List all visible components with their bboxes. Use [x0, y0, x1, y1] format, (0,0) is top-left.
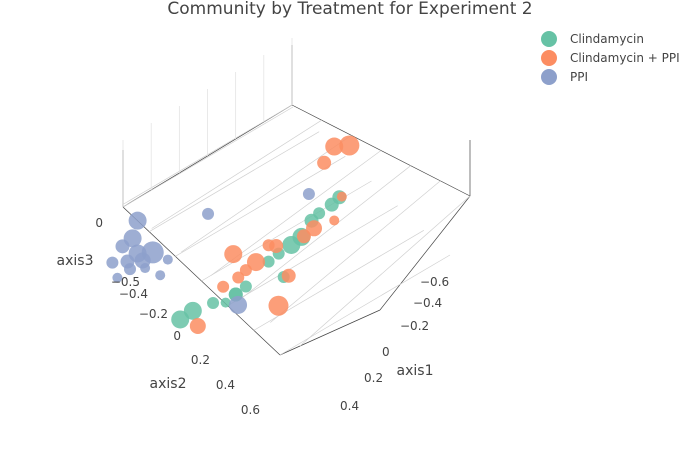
grid-line-axis1 [299, 195, 471, 347]
data-points [106, 135, 360, 335]
data-point [124, 263, 136, 276]
chart-title: Community by Treatment for Experiment 2 [167, 0, 532, 19]
tick-label-axis1: 0 [382, 345, 390, 359]
data-point [336, 191, 347, 202]
data-point [296, 229, 311, 244]
tick-label-axis1: −0.6 [420, 275, 449, 289]
tick-label-axis2: 0.2 [191, 353, 210, 367]
grid-line-axis2 [148, 131, 320, 232]
data-point [229, 295, 248, 314]
scene-frame-line [379, 195, 471, 311]
data-point [302, 187, 315, 200]
data-point [171, 310, 190, 329]
data-point [155, 270, 166, 281]
series-1 [189, 135, 360, 335]
axis-title-axis1: axis1 [397, 363, 434, 379]
grid-line-axis2 [227, 205, 398, 306]
data-point [329, 215, 340, 226]
data-point [262, 255, 275, 268]
data-point [217, 280, 230, 293]
tick-label-axis2: −0.2 [139, 307, 168, 321]
tick-label-axis1: 0.2 [364, 371, 383, 385]
data-point [239, 264, 252, 277]
tick-label-axis1: −0.2 [400, 319, 429, 333]
legend[interactable]: Clindamycin Clindamycin + PPI PPI [541, 31, 680, 85]
data-point [232, 271, 245, 284]
data-point [282, 235, 301, 254]
data-point [239, 280, 252, 293]
tick-labels: −0.6 −0.4 −0.2 0 0.2 0.4 −0.4 −0.2 0 0.2 0.4 0.6 0 −0… [95, 216, 449, 417]
scene-3d[interactable]: −0.6 −0.4 −0.2 0 0.2 0.4 −0.4 −0.2 0 0.2 0.4 0.6 0 −0… [57, 38, 471, 417]
legend-label: Clindamycin + PPI [570, 51, 680, 65]
data-point [189, 318, 206, 335]
data-point [281, 268, 296, 283]
scene-frame-line [279, 309, 381, 356]
legend-item[interactable]: Clindamycin + PPI [541, 50, 680, 66]
data-point [140, 263, 151, 274]
legend-item[interactable]: Clindamycin [541, 31, 644, 47]
data-point [202, 207, 215, 220]
legend-marker [541, 69, 557, 85]
legend-item[interactable]: PPI [541, 69, 588, 85]
axis-title-axis3: axis3 [57, 253, 94, 269]
tick-label-axis2: −0.4 [119, 287, 148, 301]
tick-label-axis1: 0.4 [340, 399, 359, 413]
legend-marker [541, 31, 557, 47]
grid-line-axis1 [240, 165, 411, 300]
data-point [306, 220, 323, 237]
grid-line-axis1 [151, 119, 322, 229]
grid-line-axis1 [181, 135, 352, 253]
legend-label: Clindamycin [570, 32, 644, 46]
data-point [183, 301, 202, 320]
data-point [325, 137, 344, 156]
grid-lines [121, 38, 471, 356]
legend-label: PPI [570, 70, 588, 84]
data-point [246, 253, 265, 272]
tick-label-axis2: 0.4 [216, 378, 235, 392]
tick-label-axis3: 0 [95, 216, 103, 230]
grid-line-axis1 [270, 180, 441, 323]
data-point [106, 256, 119, 269]
data-point [317, 155, 332, 170]
data-point [112, 272, 123, 283]
tick-label-axis2: 0.6 [241, 403, 260, 417]
grid-line-axis2 [122, 106, 294, 208]
tick-label-axis1: −0.4 [413, 296, 442, 310]
data-point [115, 239, 130, 254]
data-point [207, 297, 220, 310]
tick-label-axis3: −0.5 [111, 275, 140, 289]
data-point [339, 135, 360, 156]
grid-line-axis2 [175, 156, 346, 257]
data-point [268, 295, 289, 316]
data-point [224, 245, 243, 264]
data-point [262, 239, 275, 252]
axis-title-axis2: axis2 [150, 376, 187, 392]
axis-titles: axis1 axis2 axis3 [57, 253, 434, 392]
data-point [128, 211, 147, 230]
data-point [324, 197, 339, 212]
data-point [162, 254, 173, 265]
data-point [220, 297, 231, 308]
legend-marker [541, 50, 557, 66]
series-2 [106, 187, 315, 314]
tick-label-axis2: 0 [173, 329, 181, 343]
